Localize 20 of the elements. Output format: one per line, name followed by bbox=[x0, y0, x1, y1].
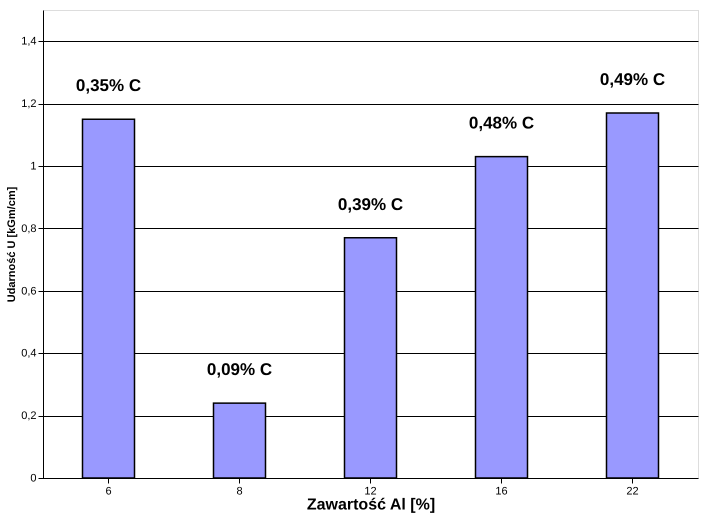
y-axis-title: Udarność U [kGm/cm] bbox=[6, 186, 18, 302]
annotation: 0,49% C bbox=[600, 70, 666, 89]
x-tick-label: 16 bbox=[495, 486, 508, 498]
x-tick-label: 22 bbox=[626, 486, 639, 498]
y-tick-label: 1 bbox=[30, 160, 36, 172]
x-axis-title: Zawartość Al [%] bbox=[306, 496, 436, 514]
y-tick-label: 1,4 bbox=[21, 36, 36, 48]
y-tick-label: 1,2 bbox=[21, 98, 36, 110]
annotation: 0,09% C bbox=[206, 360, 272, 380]
annotation: 0,39% C bbox=[338, 194, 404, 214]
y-tick-label: 0 bbox=[30, 472, 36, 484]
x-tick-label: 12 bbox=[364, 486, 377, 498]
x-tick-label: 6 bbox=[105, 486, 112, 498]
y-tick-label: 0,6 bbox=[21, 285, 36, 298]
annotation: 0,48% C bbox=[468, 114, 534, 133]
y-tick-label: 0,4 bbox=[21, 348, 36, 360]
y-tick-label: 0,8 bbox=[21, 222, 36, 235]
x-tick-label: 8 bbox=[236, 486, 243, 498]
annotation: 0,35% C bbox=[76, 76, 142, 96]
y-tick-label: 0,2 bbox=[21, 410, 36, 422]
